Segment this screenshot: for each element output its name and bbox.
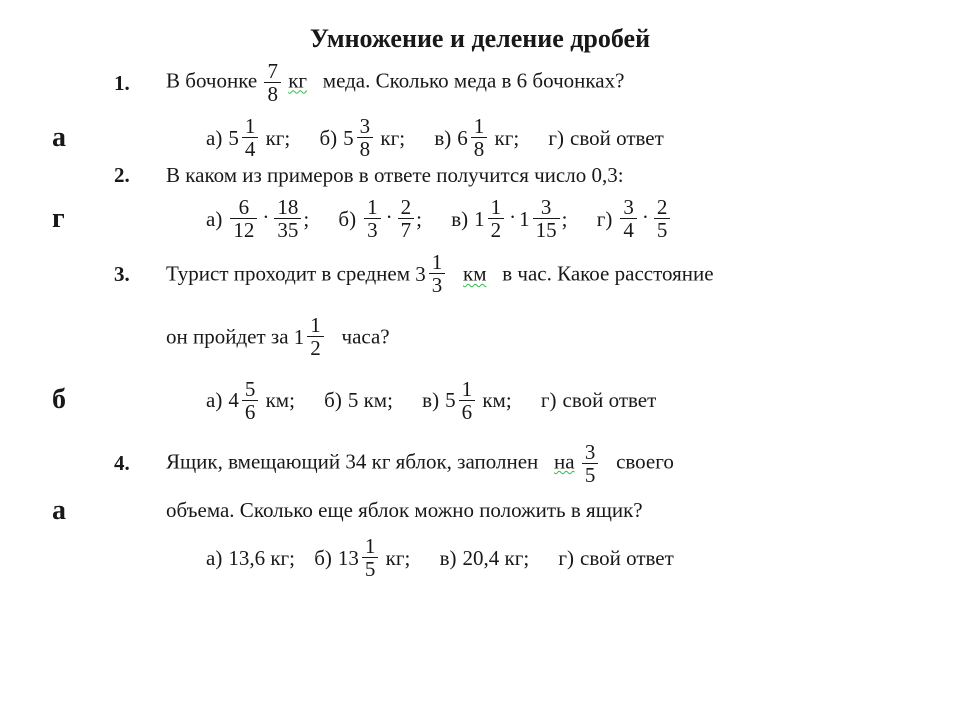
q3-number: 3. — [114, 263, 166, 285]
q1-option-g: г) свой ответ — [548, 127, 663, 149]
q2-option-g: г) 34 · 25 — [597, 196, 673, 241]
q2-number: 2. — [114, 164, 166, 186]
q2-options-row: г а) 612 · 1835 ; б) 13 · 27 ; в) 1 12 · — [48, 196, 912, 241]
q4-line1-before: Ящик, вмещающий 34 кг яблок, заполнен — [166, 449, 538, 473]
q1-number: 1. — [114, 72, 166, 94]
q1-options-row: а а) 5 14 кг; б) 5 38 кг; в) 6 18 кг; — [48, 115, 912, 160]
q2-option-v: в) 1 12 · 1 315 ; — [451, 196, 567, 241]
q4-option-a: а) 13,6 кг; — [206, 547, 295, 569]
q2-text-row: 2. В каком из примеров в ответе получитс… — [48, 164, 912, 186]
q3-line1-after: в час. Какое расстояние — [502, 262, 713, 286]
q1-option-a: а) 5 14 кг; — [206, 115, 290, 160]
q1-unit-kg: кг — [288, 68, 307, 92]
q1-text-before: В бочонке — [166, 68, 257, 92]
q4-answer: а — [48, 496, 114, 525]
q1-text-row: 1. В бочонке 7 8 кг меда. Сколько меда в… — [48, 60, 912, 105]
q1-fraction: 7 8 — [264, 60, 281, 105]
q3-text-row-2: он пройдет за 1 12 часа? — [48, 314, 912, 359]
q4-number: 4. — [114, 452, 166, 474]
q2-option-a: а) 612 · 1835 ; — [206, 196, 309, 241]
q4-fraction: 3 5 — [582, 441, 599, 486]
q3-line2-before: он пройдет за — [166, 325, 289, 349]
q3-option-b: б) 5 км; — [324, 389, 393, 411]
q4-text-row-2: а объема. Сколько еще яблок можно положи… — [48, 496, 912, 525]
q3-options-row: б а) 4 56 км; б) 5 км; в) 5 16 км; г) с — [48, 378, 912, 423]
q3-line2-mixed: 1 12 — [294, 314, 326, 359]
q1-option-b: б) 5 38 кг; — [319, 115, 405, 160]
q4-line1-after: своего — [616, 449, 674, 473]
q2-answer: г — [48, 204, 114, 233]
q3-line2-after: часа? — [342, 325, 390, 349]
q4-line2: объема. Сколько еще яблок можно положить… — [166, 498, 643, 522]
q3-option-v: в) 5 16 км; — [422, 378, 512, 423]
q1-option-v: в) 6 18 кг; — [434, 115, 519, 160]
page-title: Умножение и деление дробей — [48, 24, 912, 54]
q2-option-b: б) 13 · 27 ; — [338, 196, 422, 241]
q1-answer: а — [48, 123, 114, 152]
q4-line1-wavy: на — [554, 449, 575, 473]
q3-text-row-1: 3. Турист проходит в среднем 3 13 км в ч… — [48, 251, 912, 296]
q4-text-row-1: 4. Ящик, вмещающий 34 кг яблок, заполнен… — [48, 441, 912, 486]
q1-text-after: меда. Сколько меда в 6 бочонках? — [323, 68, 625, 92]
q4-option-g: г) свой ответ — [558, 547, 673, 569]
q4-option-b: б) 13 15 кг; — [314, 535, 410, 580]
worksheet: Умножение и деление дробей 1. В бочонке … — [0, 0, 960, 580]
q3-option-g: г) свой ответ — [541, 389, 656, 411]
q3-line1-before: Турист проходит в среднем — [166, 262, 410, 286]
q3-line1-mixed: 3 13 — [415, 251, 447, 296]
q2-text: В каком из примеров в ответе получится ч… — [166, 163, 624, 187]
q3-option-a: а) 4 56 км; — [206, 378, 295, 423]
q3-answer: б — [48, 385, 114, 414]
q4-option-v: в) 20,4 кг; — [440, 547, 530, 569]
q4-options-row: а) 13,6 кг; б) 13 15 кг; в) 20,4 кг; г) … — [48, 535, 912, 580]
q3-line1-unit: км — [463, 262, 487, 286]
